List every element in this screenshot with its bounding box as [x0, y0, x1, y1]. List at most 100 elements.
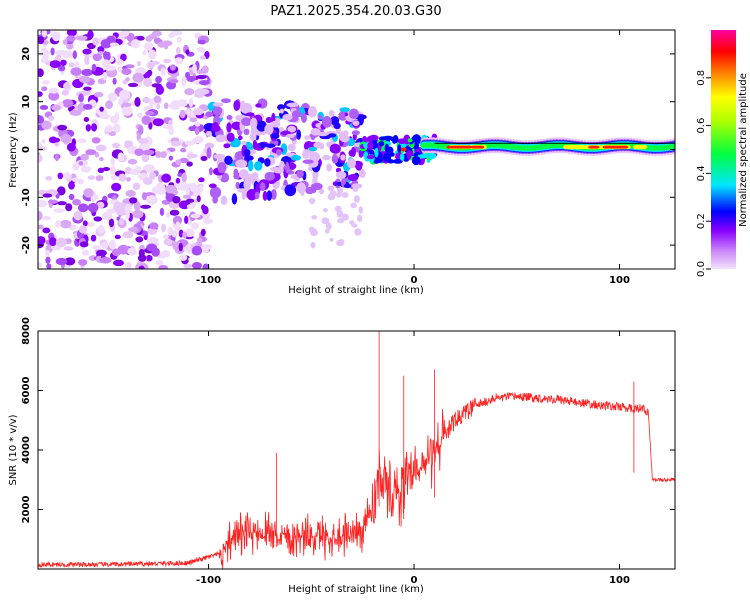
spectrogram-noise-blob [198, 185, 204, 193]
spectrogram-mid-blob [307, 106, 318, 118]
spectrogram-noise-blob [197, 88, 210, 95]
spectrogram-noise-blob [117, 244, 130, 255]
spectrogram-noise-blob [54, 153, 60, 162]
spectrogram-transition-blob [397, 138, 406, 145]
colorbar-label: Normalized spectral amplitude [738, 73, 749, 227]
spectrogram-mid-blob [318, 188, 325, 195]
spectrogram-mid-blob [310, 241, 316, 249]
spectrogram-mid-blob [206, 147, 212, 159]
spectrogram-noise-blob [111, 182, 122, 192]
spectrogram-noise-blob [62, 39, 68, 45]
spectrogram-noise-blob [38, 142, 42, 147]
spectrogram-noise-blob [55, 257, 68, 266]
spectrogram-mid-blob [284, 184, 297, 197]
bottom-y-tick-label: 4000 [21, 436, 32, 464]
spectrogram-noise-blob [113, 201, 123, 212]
spectrogram-noise-blob [181, 172, 187, 183]
spectrogram-mid-blob [333, 122, 341, 130]
spectrogram-noise-blob [125, 77, 130, 82]
spectrogram-mid-blob [204, 142, 215, 149]
spectrogram-mid-blob [252, 143, 261, 151]
spectrogram-mid-blob [310, 228, 318, 237]
spectrogram-noise-blob [68, 181, 75, 190]
bottom-y-axis-label: SNR (10 * v/v) [8, 414, 19, 485]
spectrogram-noise-blob [85, 124, 91, 132]
spectrogram-mid-blob [240, 100, 246, 113]
spectrogram-noise-blob [200, 244, 210, 253]
spectrogram-mid-blob [337, 218, 345, 224]
spectrogram-noise-blob [112, 142, 121, 149]
spectrogram-noise-blob [141, 153, 150, 163]
spectrogram-noise-blob [125, 261, 132, 269]
spectrogram-noise-blob [101, 59, 111, 68]
spectrogram-mid-blob [350, 223, 358, 228]
spectrogram-noise-blob [80, 165, 92, 173]
spectrogram-noise-blob [66, 142, 76, 152]
spectrogram-noise-blob [64, 257, 76, 266]
bottom-x-tick-label: 0 [411, 575, 418, 586]
spectrogram-noise-blob [122, 199, 130, 204]
spectrogram-noise-blob [159, 207, 165, 217]
spectrogram-mid-blob [244, 155, 254, 162]
spectrogram-noise-blob [186, 204, 195, 210]
spectrogram-noise-blob [132, 182, 141, 191]
spectrogram-noise-blob [200, 155, 208, 162]
spectrogram-mid-blob [208, 167, 213, 176]
spectrogram-noise-blob [42, 193, 53, 198]
spectrogram-mid-blob [296, 182, 307, 194]
spectrogram-noise-blob [143, 77, 153, 88]
spectrogram-noise-blob [119, 89, 131, 100]
spectrogram-noise-blob [90, 196, 97, 202]
spectrogram-mid-blob [340, 154, 346, 161]
spectrogram-mid-blob [246, 188, 258, 201]
spectrogram-noise-blob [171, 140, 181, 147]
spectrogram-noise-blob [127, 247, 137, 256]
spectrogram-mid-blob [336, 210, 344, 218]
spectrogram-noise-blob [194, 127, 200, 136]
spectrogram-noise-blob [184, 88, 195, 96]
spectrogram-mid-blob [205, 130, 213, 138]
spectrogram-noise-blob [38, 91, 43, 97]
spectrogram-noise-blob [61, 89, 69, 96]
spectrogram-noise-blob [133, 201, 141, 211]
spectrogram-mid-blob [241, 117, 252, 126]
spectrogram-noise-blob [169, 79, 179, 84]
spectrogram-mid-blob [311, 182, 323, 191]
spectrogram-noise-blob [92, 245, 102, 250]
spectrogram-noise-blob [42, 227, 51, 234]
spectrogram-mid-blob [327, 185, 334, 191]
spectrogram-mid-blob [231, 193, 238, 205]
bottom-x-tick-label: -100 [196, 575, 221, 586]
spectrogram-mid-blob [264, 158, 271, 167]
spectrogram-noise-blob [151, 83, 162, 88]
spectrogram-noise-blob [148, 121, 153, 130]
spectrogram-noise-blob [91, 137, 101, 144]
spectrogram-mid-blob [348, 149, 356, 157]
spectrogram-noise-blob [93, 91, 104, 98]
spectrogram-noise-blob [155, 260, 164, 266]
spectrogram-noise-blob [78, 225, 88, 234]
spectrogram-noise-blob [163, 238, 173, 246]
spectrogram-noise-blob [38, 36, 45, 45]
spectrogram-mid-blob [219, 172, 230, 183]
colorbar-tick-label: 0.8 [696, 70, 707, 86]
spectrogram-noise-blob [99, 256, 112, 264]
spectrogram-peak-blob [623, 145, 629, 149]
spectrogram-noise-blob [112, 77, 117, 85]
spectrogram-noise-blob [71, 177, 79, 182]
spectrogram-noise-blob [120, 53, 127, 62]
spectrogram-noise-blob [194, 121, 201, 127]
spectrogram-mid-blob [290, 174, 298, 179]
spectrogram-mid-blob [249, 132, 257, 142]
spectrogram-noise-blob [91, 123, 98, 132]
spectrogram-noise-blob [102, 71, 108, 81]
spectrogram-noise-blob [128, 197, 138, 204]
spectrogram-noise-blob [78, 75, 91, 84]
spectrogram-mid-blob [205, 111, 214, 118]
spectrogram-transition-blob [406, 149, 412, 160]
spectrogram-noise-blob [145, 254, 153, 262]
spectrogram-transition-blob [411, 135, 422, 142]
spectrogram-mid-blob [265, 143, 276, 148]
spectrogram-noise-blob [186, 153, 199, 158]
